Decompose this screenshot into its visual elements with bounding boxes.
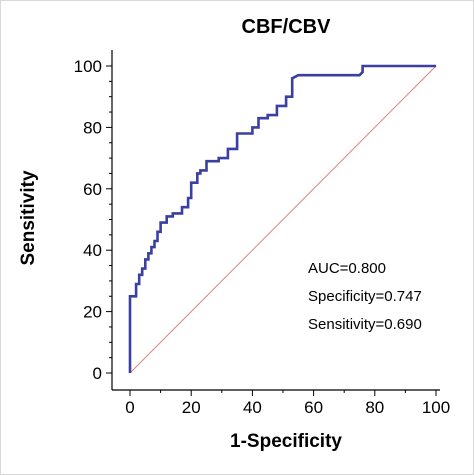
y-tick-label: 80 — [83, 118, 102, 137]
x-tick-label: 40 — [243, 398, 262, 417]
reference-diagonal-line — [129, 65, 437, 374]
x-tick-label: 80 — [365, 398, 384, 417]
y-tick-label: 40 — [83, 241, 102, 260]
specificity-annotation: Specificity=0.747 — [308, 288, 422, 305]
sensitivity-annotation: Sensitivity=0.690 — [308, 316, 422, 333]
axes — [111, 50, 440, 391]
y-tick-label: 0 — [93, 364, 102, 383]
chart-title: CBF/CBV — [242, 16, 332, 38]
auc-annotation: AUC=0.800 — [308, 260, 386, 277]
roc-curve-layer — [128, 64, 436, 373]
reference-line-layer — [129, 65, 437, 374]
x-axis-label: 1-Specificity — [230, 431, 342, 452]
y-axis-label: Sensitivity — [18, 170, 39, 265]
x-tick-label: 60 — [304, 398, 323, 417]
x-tick-label: 0 — [125, 398, 134, 417]
y-tick-label: 100 — [74, 57, 102, 76]
y-tick-label: 60 — [83, 180, 102, 199]
ticks: 0 20 40 60 80 100 0 20 40 60 80 100 — [74, 57, 451, 417]
x-tick-label: 100 — [422, 398, 450, 417]
roc-curve-line — [128, 64, 436, 373]
y-tick-label: 20 — [83, 303, 102, 322]
x-tick-label: 20 — [182, 398, 201, 417]
